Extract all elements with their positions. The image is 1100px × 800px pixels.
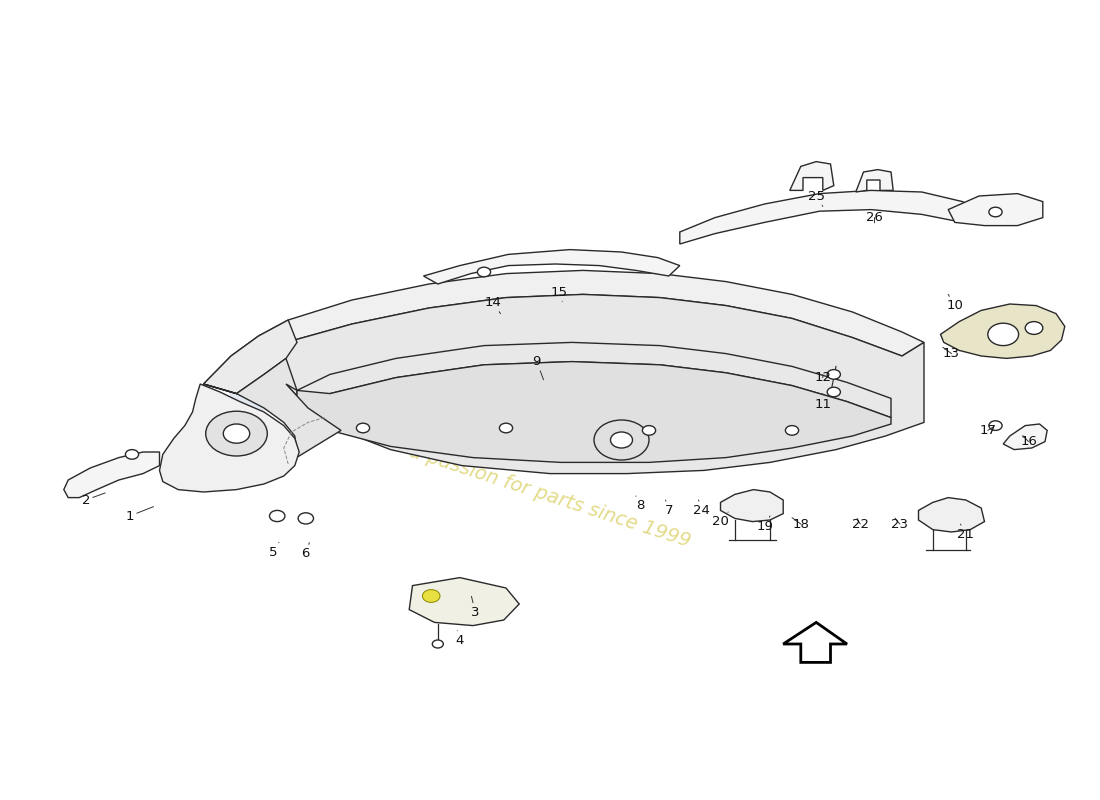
Text: 2: 2 (81, 493, 106, 506)
Polygon shape (790, 162, 834, 190)
Circle shape (594, 420, 649, 460)
Text: 5: 5 (268, 542, 279, 558)
Polygon shape (204, 358, 341, 464)
Text: 11: 11 (814, 394, 832, 410)
Circle shape (356, 423, 370, 433)
Circle shape (610, 432, 632, 448)
Text: 9: 9 (532, 355, 543, 380)
Polygon shape (783, 622, 847, 662)
Polygon shape (409, 578, 519, 626)
Polygon shape (297, 362, 891, 462)
Polygon shape (856, 170, 893, 192)
Text: 1: 1 (125, 506, 154, 522)
Text: 24: 24 (693, 500, 711, 517)
Text: 19: 19 (756, 516, 773, 533)
Polygon shape (204, 270, 924, 384)
Polygon shape (680, 190, 984, 244)
Circle shape (827, 370, 840, 379)
Circle shape (223, 424, 250, 443)
Text: 17: 17 (979, 424, 997, 437)
Text: 15: 15 (550, 286, 568, 302)
Circle shape (270, 510, 285, 522)
Circle shape (989, 421, 1002, 430)
Text: 25: 25 (807, 190, 825, 206)
Circle shape (988, 323, 1019, 346)
Text: eu2parts: eu2parts (223, 338, 701, 430)
Text: 13: 13 (943, 347, 960, 360)
Text: 18: 18 (792, 518, 810, 530)
Text: 12: 12 (814, 371, 832, 384)
Text: 6: 6 (301, 542, 310, 560)
Polygon shape (297, 342, 891, 418)
Circle shape (432, 640, 443, 648)
Circle shape (827, 387, 840, 397)
Circle shape (477, 267, 491, 277)
Polygon shape (948, 194, 1043, 226)
Text: 4: 4 (455, 630, 464, 646)
Polygon shape (918, 498, 984, 532)
Polygon shape (424, 250, 680, 284)
Circle shape (125, 450, 139, 459)
Polygon shape (940, 304, 1065, 358)
Text: 8: 8 (636, 496, 645, 512)
Circle shape (1025, 322, 1043, 334)
Polygon shape (160, 384, 299, 492)
Text: 26: 26 (866, 211, 883, 224)
Circle shape (206, 411, 267, 456)
Circle shape (642, 426, 656, 435)
Circle shape (785, 426, 799, 435)
Text: 10: 10 (946, 294, 964, 312)
Text: 22: 22 (851, 518, 869, 530)
Polygon shape (204, 294, 924, 474)
Polygon shape (64, 452, 160, 498)
Text: 20: 20 (712, 512, 729, 528)
Circle shape (298, 513, 314, 524)
Text: 3: 3 (471, 596, 480, 618)
Polygon shape (720, 490, 783, 522)
Text: 23: 23 (891, 518, 909, 530)
Circle shape (989, 207, 1002, 217)
Text: 14: 14 (484, 296, 502, 314)
Text: 16: 16 (1020, 435, 1037, 448)
Polygon shape (1003, 424, 1047, 450)
Text: 21: 21 (957, 524, 975, 541)
Text: a passion for parts since 1999: a passion for parts since 1999 (407, 442, 693, 550)
Text: 7: 7 (664, 500, 673, 517)
Circle shape (422, 590, 440, 602)
Circle shape (499, 423, 513, 433)
Polygon shape (204, 320, 297, 394)
